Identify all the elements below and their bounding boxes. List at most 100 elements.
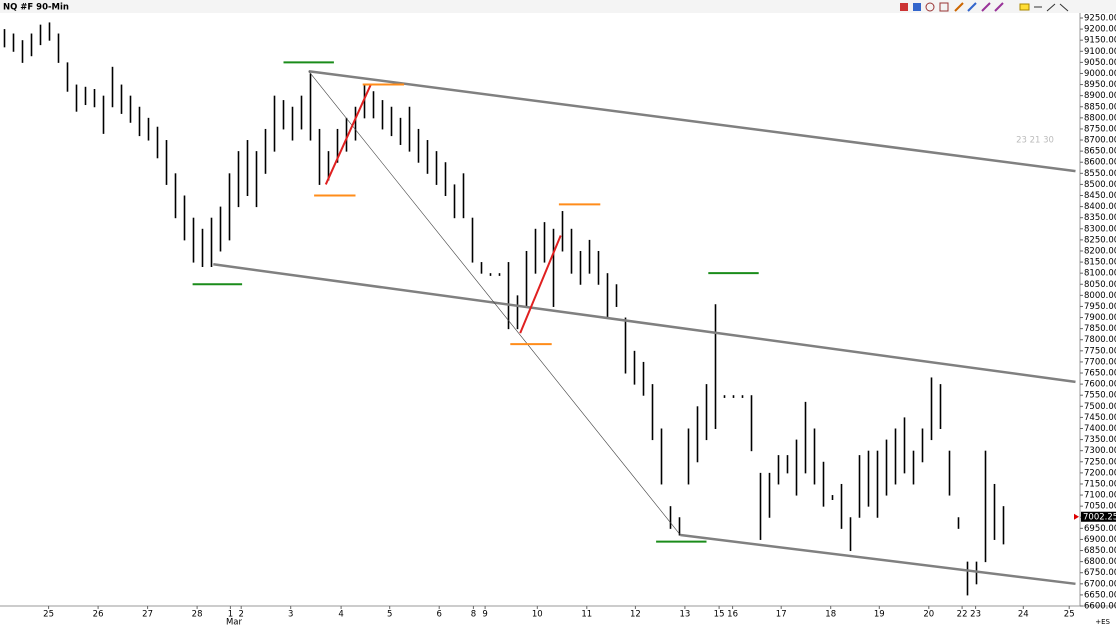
tool-icon[interactable] xyxy=(925,2,935,12)
x-tick-label: 8 xyxy=(471,610,476,620)
y-tick-label: 8750.00 xyxy=(1084,124,1116,134)
tool-icon[interactable] xyxy=(913,3,921,11)
x-tick-label: 6 xyxy=(436,610,441,620)
y-tick-label: 8150.00 xyxy=(1084,258,1116,268)
y-tick-label: 8600.00 xyxy=(1084,158,1116,168)
toolbar xyxy=(900,2,1069,12)
x-tick-label: 3 xyxy=(288,610,293,620)
x-tick-label: 13 xyxy=(679,610,690,620)
y-tick-label: 7900.00 xyxy=(1084,313,1116,323)
tool-icon[interactable] xyxy=(994,2,1004,12)
x-tick-label: 12 xyxy=(630,610,641,620)
y-tick-label: 7350.00 xyxy=(1084,435,1116,445)
y-tick-label: 8500.00 xyxy=(1084,180,1116,190)
y-tick-label: 7500.00 xyxy=(1084,402,1116,412)
y-tick-label: 8850.00 xyxy=(1084,102,1116,112)
y-tick-label: 8900.00 xyxy=(1084,91,1116,101)
y-tick-label: 9050.00 xyxy=(1084,58,1116,68)
x-tick-label: 24 xyxy=(1018,610,1029,620)
x-tick-label: 27 xyxy=(142,610,153,620)
x-tick-label: 2 xyxy=(238,610,243,620)
tool-icon[interactable] xyxy=(1019,3,1030,11)
x-tick-label: 25 xyxy=(1064,610,1075,620)
tool-icon[interactable] xyxy=(967,2,977,12)
drawing-line xyxy=(308,71,681,536)
y-tick-label: 9100.00 xyxy=(1084,47,1116,57)
drawing-line xyxy=(519,235,562,334)
x-tick-label: 5 xyxy=(387,610,392,620)
drawing-line xyxy=(308,70,1076,173)
y-tick-label: 7800.00 xyxy=(1084,335,1116,345)
drawing-line xyxy=(324,84,372,185)
y-tick-label: 7150.00 xyxy=(1084,479,1116,489)
y-tick-label: 7700.00 xyxy=(1084,357,1116,367)
tool-icon[interactable] xyxy=(1046,3,1056,12)
y-tick-label: 7400.00 xyxy=(1084,424,1116,434)
y-tick-label: 7250.00 xyxy=(1084,457,1116,467)
y-tick-label: 8350.00 xyxy=(1084,213,1116,223)
y-tick-label: 8650.00 xyxy=(1084,147,1116,157)
drawing-line xyxy=(213,263,1076,384)
y-tick-label: 9000.00 xyxy=(1084,69,1116,79)
x-tick-label: 9 xyxy=(482,610,487,620)
watermark: 23 21 30 xyxy=(1016,136,1054,146)
y-tick-label: 6800.00 xyxy=(1084,557,1116,567)
y-tick-label: 6650.00 xyxy=(1084,590,1116,600)
tool-icon[interactable] xyxy=(939,2,949,12)
y-tick-label: 7200.00 xyxy=(1084,468,1116,478)
drawing-line xyxy=(680,533,1076,586)
x-tick-label: 23 xyxy=(970,610,981,620)
y-tick-label: 6900.00 xyxy=(1084,535,1116,545)
last-price-arrow xyxy=(1074,513,1079,520)
y-tick-label: 6700.00 xyxy=(1084,579,1116,589)
x-tick-label: 16 xyxy=(727,610,738,620)
tool-icon[interactable] xyxy=(900,3,908,11)
y-tick-label: 7750.00 xyxy=(1084,346,1116,356)
y-tick-label: 8000.00 xyxy=(1084,291,1116,301)
x-tick-label: 22 xyxy=(957,610,968,620)
y-tick-label: 6950.00 xyxy=(1084,524,1116,534)
y-tick-label: 7050.00 xyxy=(1084,502,1116,512)
y-tick-label: 7650.00 xyxy=(1084,369,1116,379)
y-tick-label: 9150.00 xyxy=(1084,36,1116,46)
x-tick-label: 25 xyxy=(43,610,54,620)
x-tick-label: 15 xyxy=(714,610,725,620)
y-tick-label: 8250.00 xyxy=(1084,235,1116,245)
x-tick-label: 4 xyxy=(338,610,343,620)
x-tick-label: 10 xyxy=(532,610,543,620)
y-tick-label: 7100.00 xyxy=(1084,491,1116,501)
x-tick-label: 28 xyxy=(192,610,203,620)
tool-icon[interactable] xyxy=(981,2,991,12)
y-tick-label: 8300.00 xyxy=(1084,224,1116,234)
y-tick-label: 8950.00 xyxy=(1084,80,1116,90)
y-tick-label: 8800.00 xyxy=(1084,113,1116,123)
y-tick-label: 8400.00 xyxy=(1084,202,1116,212)
tool-icon[interactable] xyxy=(954,2,964,12)
month-label: Mar xyxy=(226,618,243,628)
y-tick-label: 9200.00 xyxy=(1084,25,1116,35)
y-tick-label: 7550.00 xyxy=(1084,391,1116,401)
last-price-label: 7002.25 xyxy=(1083,512,1116,522)
symbol-tag: +ES xyxy=(1095,618,1110,626)
x-tick-label: 11 xyxy=(581,610,592,620)
y-tick-label: 6600.00 xyxy=(1084,602,1116,612)
y-tick-label: 7300.00 xyxy=(1084,446,1116,456)
y-tick-label: 6750.00 xyxy=(1084,568,1116,578)
x-tick-label: 17 xyxy=(776,610,787,620)
y-tick-label: 9250.00 xyxy=(1084,13,1116,23)
y-tick-label: 8100.00 xyxy=(1084,269,1116,279)
chart-title: NQ #F 90-Min xyxy=(3,3,69,13)
last-price-box xyxy=(1081,511,1116,522)
y-tick-label: 7600.00 xyxy=(1084,380,1116,390)
y-tick-label: 8200.00 xyxy=(1084,246,1116,256)
y-tick-label: 8700.00 xyxy=(1084,136,1116,146)
tool-icon[interactable] xyxy=(1059,3,1069,12)
title-bar xyxy=(0,0,1116,13)
x-tick-label: 19 xyxy=(874,610,885,620)
y-tick-label: 6850.00 xyxy=(1084,546,1116,556)
x-tick-label: 20 xyxy=(923,610,934,620)
y-tick-label: 7850.00 xyxy=(1084,324,1116,334)
y-tick-label: 8450.00 xyxy=(1084,191,1116,201)
